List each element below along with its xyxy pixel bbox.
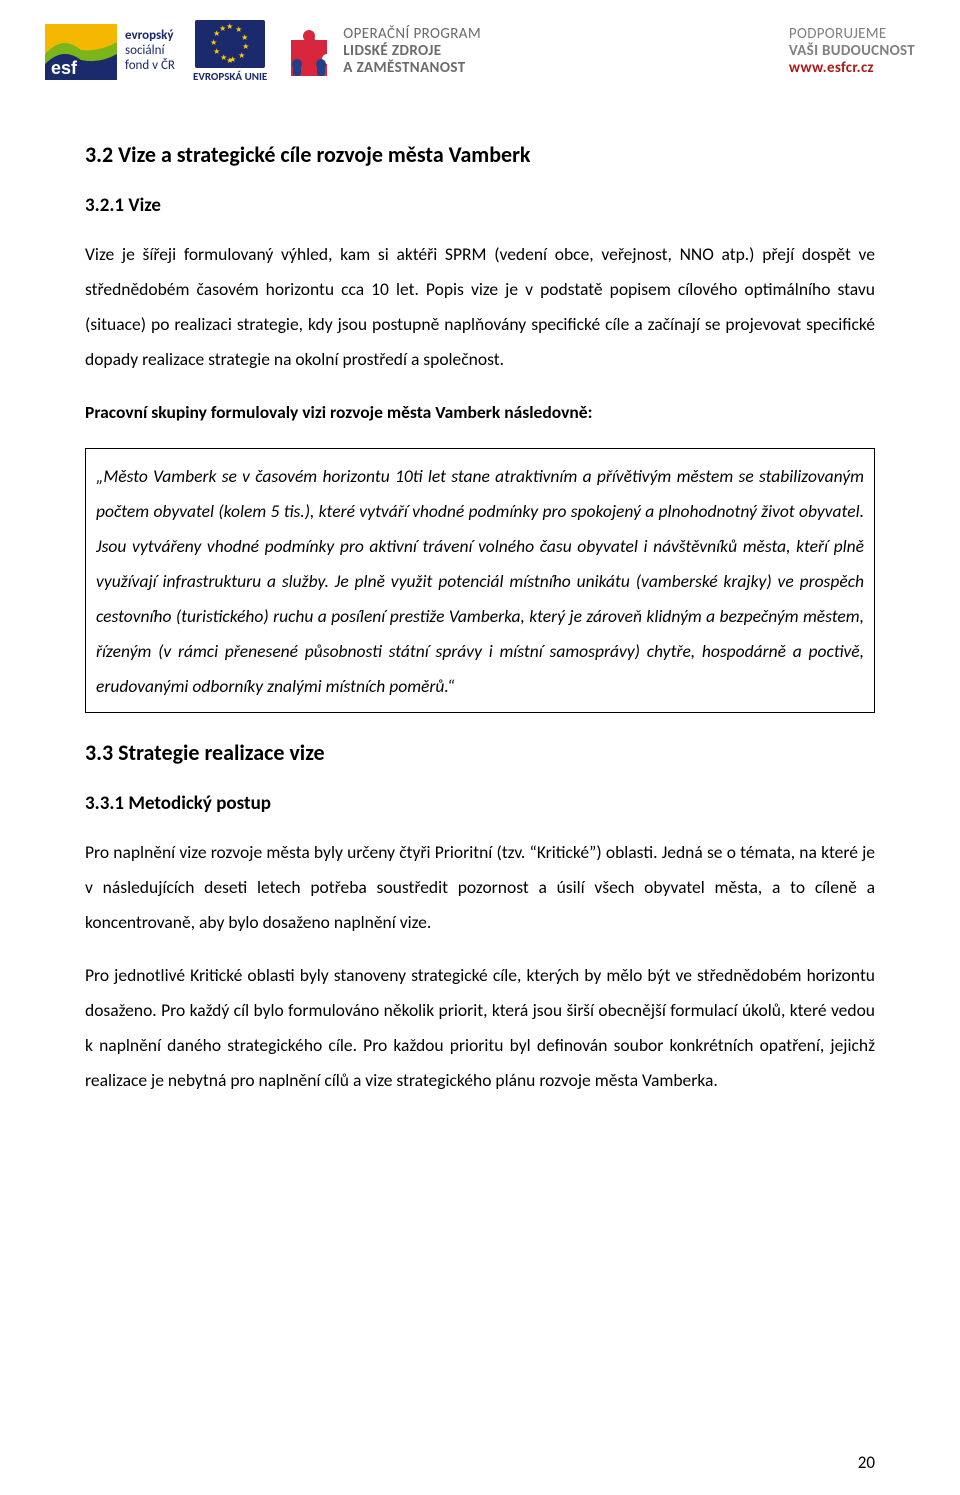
- document-page: esf evropský sociální fond v ČR ★ ★ ★ ★ …: [0, 0, 960, 1495]
- esf-text-label: evropský sociální fond v ČR: [125, 29, 175, 74]
- esf-logo: esf evropský sociální fond v ČR: [45, 24, 175, 80]
- eu-label: EVROPSKÁ UNIE: [193, 70, 267, 83]
- paragraph-vize-lead: Pracovní skupiny formulovaly vizi rozvoj…: [85, 395, 875, 430]
- esf-line1: evropský: [125, 28, 174, 43]
- page-number: 20: [858, 1452, 875, 1473]
- heading-3-2: 3.2 Vize a strategické cíle rozvoje měst…: [85, 141, 875, 168]
- oplz-line1: OPERAČNÍ PROGRAM: [343, 26, 481, 43]
- support-url: www.esfcr.cz: [789, 60, 874, 77]
- esf-wave-icon: esf: [45, 24, 117, 80]
- support-line2: VAŠI BUDOUCNOST: [789, 43, 915, 60]
- paragraph-method-2: Pro jednotlivé Kritické oblasti byly sta…: [85, 958, 875, 1098]
- oplz-puzzle-icon: [285, 24, 333, 80]
- oplz-line3: A ZAMĚSTNANOST: [343, 60, 481, 77]
- oplz-logo: OPERAČNÍ PROGRAM LIDSKÉ ZDROJE A ZAMĚSTN…: [285, 24, 481, 80]
- eu-logo: ★ ★ ★ ★ ★ ★ ★ ★ ★ ★ ★ ★ EVROPSKÁ UNIE: [193, 20, 267, 83]
- heading-3-3: 3.3 Strategie realizace vize: [85, 739, 875, 766]
- funding-logos-header: esf evropský sociální fond v ČR ★ ★ ★ ★ …: [45, 20, 915, 83]
- vision-quote-text: „Město Vamberk se v časovém horizontu 10…: [96, 459, 864, 704]
- paragraph-vize-intro: Vize je šířeji formulovaný výhled, kam s…: [85, 237, 875, 377]
- oplz-line2: LIDSKÉ ZDROJE: [343, 43, 481, 60]
- heading-3-2-1: 3.2.1 Vize: [85, 194, 875, 217]
- esf-line2: sociální: [125, 44, 175, 59]
- vision-quote-box: „Město Vamberk se v časovém horizontu 10…: [85, 448, 875, 713]
- paragraph-method-1: Pro naplnění vize rozvoje města byly urč…: [85, 835, 875, 940]
- oplz-text: OPERAČNÍ PROGRAM LIDSKÉ ZDROJE A ZAMĚSTN…: [343, 26, 481, 76]
- esf-line3: fond v ČR: [125, 59, 175, 74]
- support-line1: PODPORUJEME: [789, 26, 887, 43]
- heading-3-3-1: 3.3.1 Metodický postup: [85, 792, 875, 815]
- eu-flag-icon: ★ ★ ★ ★ ★ ★ ★ ★ ★ ★ ★ ★: [195, 20, 265, 68]
- svg-text:esf: esf: [51, 58, 78, 78]
- support-slogan: PODPORUJEME VAŠI BUDOUCNOST www.esfcr.cz: [789, 26, 915, 78]
